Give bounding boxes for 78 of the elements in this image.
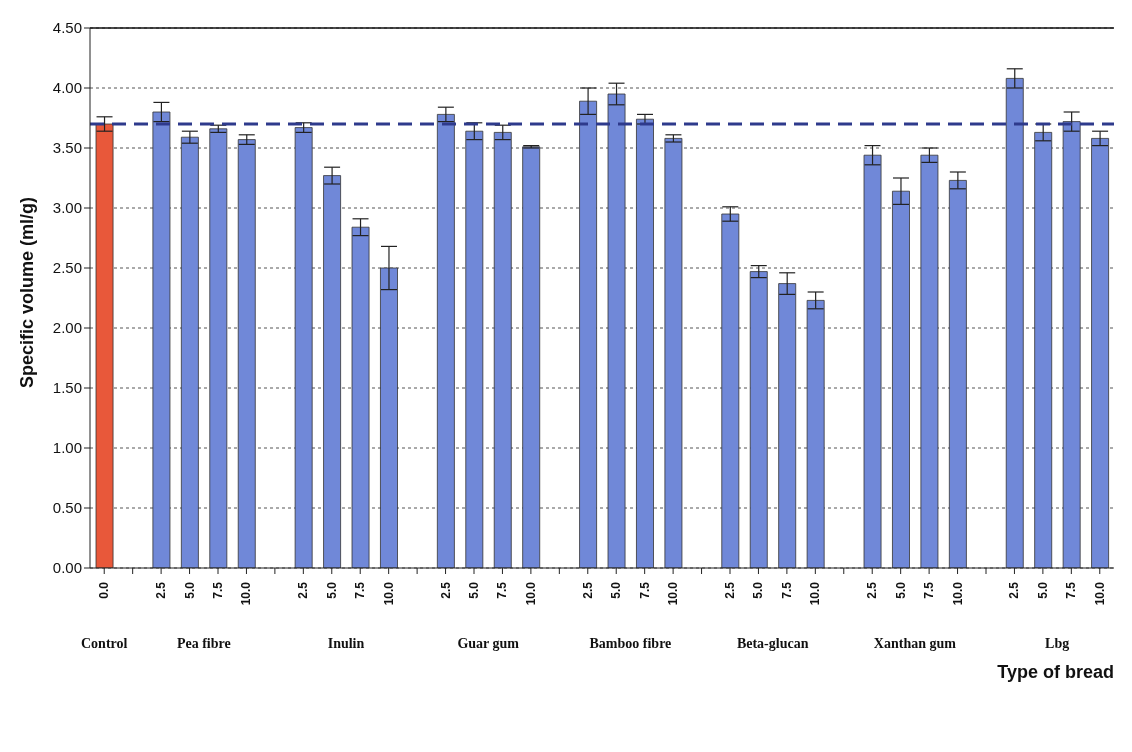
- bar: [920, 154, 939, 568]
- y-tick-label: 3.50: [52, 139, 82, 157]
- y-tick-label: 0.50: [52, 499, 82, 517]
- x-tick-label: 10.0: [523, 581, 538, 606]
- x-tick-label: 0.0: [97, 581, 112, 599]
- x-tick-label: 2.5: [438, 581, 453, 599]
- y-tick-label: 4.50: [52, 19, 82, 37]
- text: Guar gum: [456, 636, 520, 652]
- x-tick-label: 2.5: [723, 581, 737, 599]
- y-tick-label: 0.00: [52, 559, 82, 577]
- x-tick-label: 10.0: [950, 581, 965, 606]
- x-tick-label: 2.5: [1007, 581, 1022, 599]
- bar: [892, 190, 910, 568]
- x-tick-label: 5.0: [893, 581, 908, 599]
- x-tick-label: 2.5: [580, 581, 595, 599]
- y-axis-title: Specific volume (ml/g): [17, 196, 38, 388]
- x-tick-label: 5.0: [324, 581, 339, 599]
- x-tick-label: 5.0: [182, 581, 197, 599]
- bar: [1091, 138, 1110, 568]
- bar: [522, 146, 541, 568]
- bar: [294, 127, 313, 568]
- bar: [493, 132, 512, 568]
- bar: [863, 154, 882, 568]
- bar: [152, 111, 171, 568]
- bar: [1034, 132, 1053, 568]
- bar: [95, 123, 114, 568]
- bar: [1005, 78, 1024, 568]
- bar: [579, 100, 598, 568]
- x-tick-label: 10.0: [666, 581, 681, 606]
- x-tick-label: 7.5: [495, 581, 510, 599]
- bar: [778, 283, 797, 568]
- text: Xanthan gum: [872, 636, 957, 652]
- text: Pea fibre: [175, 636, 232, 652]
- x-tick-label: 10.0: [239, 581, 254, 606]
- x-tick-label: 10.0: [381, 581, 396, 606]
- bar: [607, 93, 626, 568]
- bar: [465, 130, 484, 568]
- y-tick-label: 1.00: [52, 439, 82, 457]
- bar: [237, 139, 256, 568]
- bar: [721, 213, 740, 568]
- bar: [636, 118, 654, 568]
- bar: [436, 114, 455, 568]
- x-tick-label: 10.0: [1092, 581, 1107, 606]
- x-tick-label: 10.0: [808, 581, 823, 606]
- x-axis-title: Type of bread: [997, 662, 1114, 683]
- bar: [351, 226, 370, 568]
- x-tick-label: 7.5: [211, 581, 225, 599]
- bar: [380, 267, 398, 568]
- bar: [323, 175, 342, 568]
- x-tick-label: 7.5: [637, 581, 652, 599]
- x-tick-label: 7.5: [922, 581, 937, 599]
- x-tick-label: 5.0: [1035, 581, 1050, 599]
- x-tick-label: 5.0: [467, 581, 481, 599]
- bar: [180, 136, 199, 568]
- y-tick-label: 1.50: [52, 379, 82, 397]
- x-tick-label: 5.0: [609, 581, 624, 599]
- bar: [1062, 121, 1081, 568]
- x-tick-label: 7.5: [353, 581, 368, 599]
- x-tick-label: 7.5: [779, 581, 794, 599]
- y-tick-label: 4.00: [52, 79, 82, 97]
- y-tick-label: 2.00: [52, 319, 82, 337]
- y-tick-label: 2.50: [52, 259, 82, 277]
- bar: [749, 271, 768, 568]
- bar: [664, 138, 683, 568]
- x-tick-label: 2.5: [296, 581, 311, 599]
- text: Inulin: [326, 636, 366, 652]
- text: Bamboo fibre: [588, 636, 673, 652]
- text: Control: [80, 636, 129, 652]
- bar: [806, 300, 825, 568]
- text: Beta-glucan: [735, 636, 810, 652]
- bar: [209, 128, 228, 568]
- y-tick-label: 3.00: [52, 199, 82, 217]
- text: Lbg: [1044, 636, 1071, 652]
- x-tick-label: 5.0: [751, 581, 766, 599]
- x-tick-label: 2.5: [865, 581, 880, 599]
- x-tick-label: 7.5: [1064, 581, 1079, 599]
- bar: [948, 180, 967, 568]
- x-tick-label: 2.5: [154, 581, 169, 599]
